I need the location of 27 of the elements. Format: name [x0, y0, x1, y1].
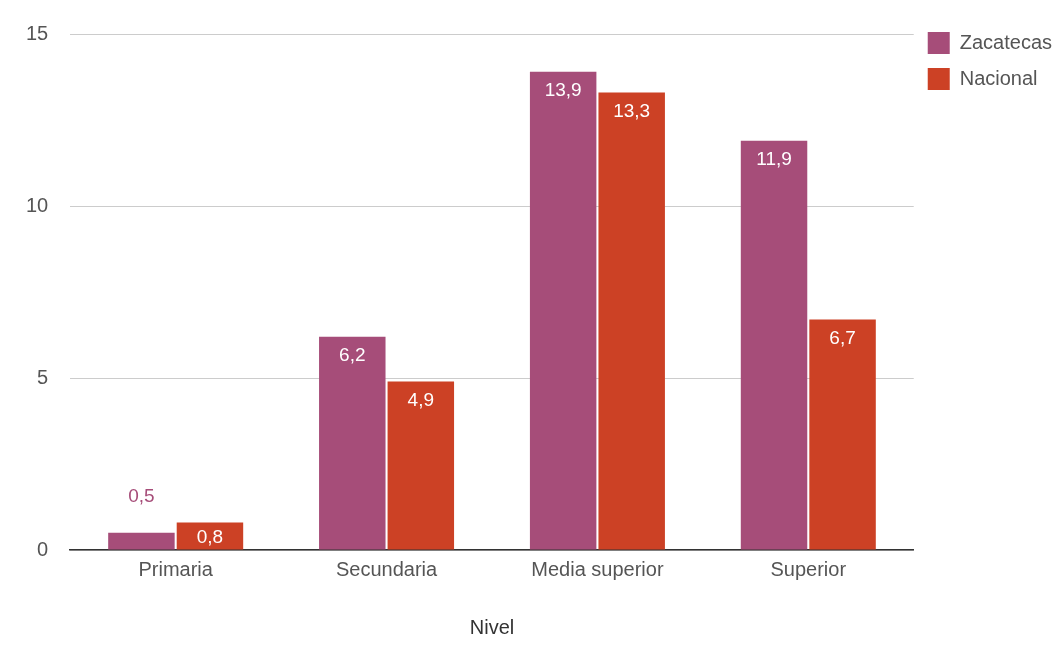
- legend-label: Zacatecas: [959, 30, 1052, 53]
- data-label: 0,5: [128, 485, 155, 507]
- data-label: 6,7: [829, 326, 856, 348]
- bar: [809, 319, 876, 550]
- x-tick-label: Primaria: [138, 557, 214, 580]
- data-label: 11,9: [756, 147, 792, 169]
- y-tick-label: 5: [37, 365, 49, 388]
- x-tick-label: Secundaria: [335, 557, 439, 580]
- data-label: 4,9: [407, 388, 435, 410]
- data-label: 0,8: [196, 526, 224, 548]
- data-label: 13,3: [613, 99, 651, 121]
- x-tick-label: Superior: [770, 557, 847, 580]
- bar: [176, 522, 244, 550]
- data-label: 6,2: [339, 343, 366, 365]
- bar: [598, 92, 665, 550]
- bar: [529, 71, 597, 550]
- y-tick-label: 0: [37, 537, 49, 560]
- y-tick-label: 10: [26, 193, 49, 216]
- data-label: 13,9: [544, 79, 582, 101]
- bar: [108, 532, 175, 550]
- x-axis-title: Nivel: [469, 615, 515, 638]
- legend-label: Nacional: [959, 66, 1038, 89]
- y-tick-label: 15: [26, 21, 49, 44]
- bar: [740, 140, 808, 550]
- bar: [387, 381, 455, 550]
- bar: [319, 336, 386, 550]
- x-tick-label: Media superior: [531, 557, 664, 580]
